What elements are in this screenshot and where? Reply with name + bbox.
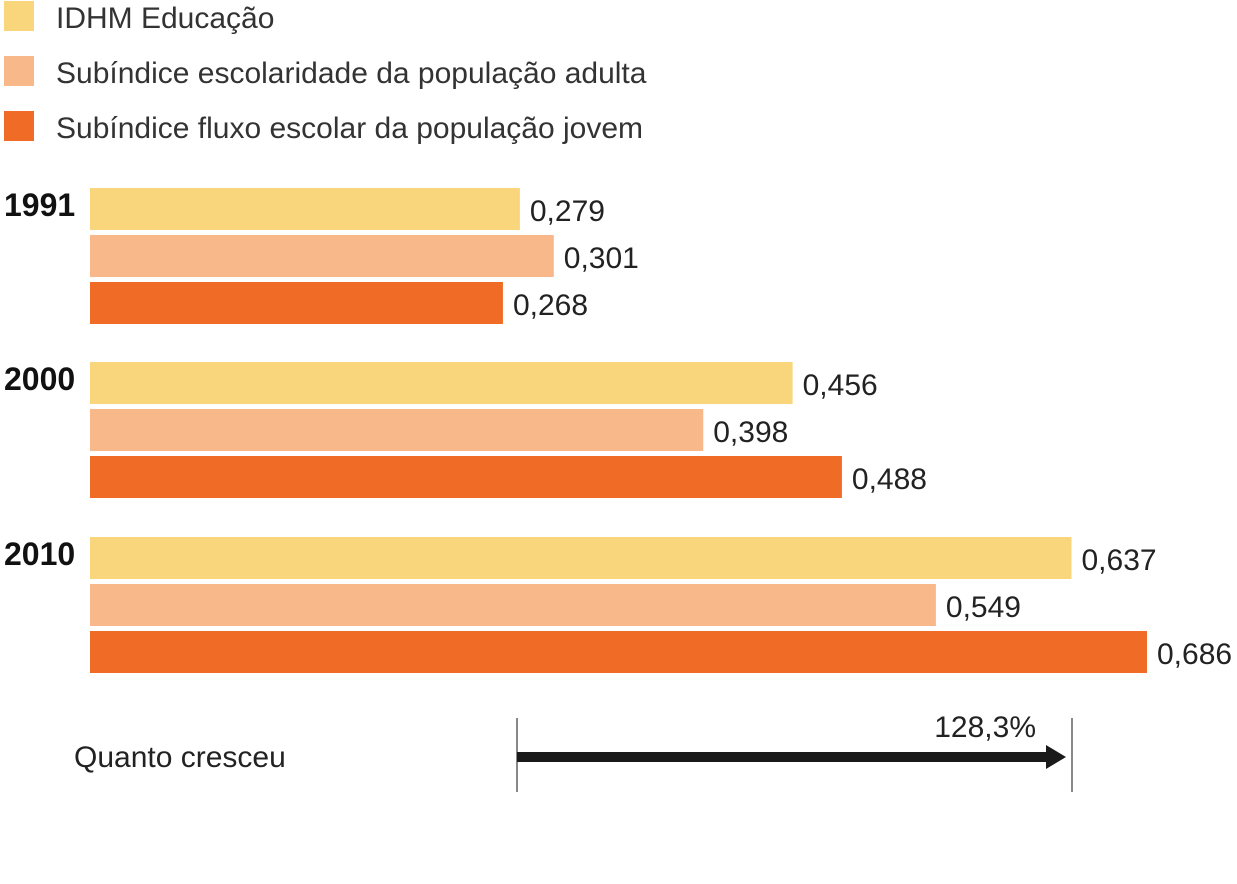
data-label-1991-series-1: 0,279: [530, 195, 605, 228]
legend-swatch-2: [4, 56, 34, 86]
legend-label-1: IDHM Educação: [56, 2, 274, 35]
bar-2010-series-3: [90, 631, 1147, 673]
year-label-2010: 2010: [4, 536, 75, 572]
bar-2000-series-1: [90, 362, 793, 404]
data-label-2000-series-2: 0,398: [713, 416, 788, 449]
data-label-2010-series-2: 0,549: [946, 591, 1021, 624]
bar-2000-series-3: [90, 456, 842, 498]
legend-swatch-1: [4, 1, 34, 31]
legend-label-3: Subíndice fluxo escolar da população jov…: [56, 112, 643, 145]
data-label-1991-series-2: 0,301: [564, 242, 639, 275]
data-label-2010-series-1: 0,637: [1082, 544, 1157, 577]
data-label-1991-series-3: 0,268: [513, 289, 588, 322]
bar-2010-series-1: [90, 537, 1072, 579]
legend-swatch-3: [4, 111, 34, 141]
legend-label-2: Subíndice escolaridade da população adul…: [56, 57, 647, 90]
data-label-2000-series-1: 0,456: [803, 369, 878, 402]
growth-arrow-shaft: [517, 752, 1048, 762]
growth-label: Quanto cresceu: [74, 741, 286, 774]
growth-value: 128,3%: [934, 711, 1036, 744]
year-label-1991: 1991: [4, 187, 75, 223]
data-label-2000-series-3: 0,488: [852, 463, 927, 496]
bar-2000-series-2: [90, 409, 704, 451]
year-label-2000: 2000: [4, 361, 75, 397]
bar-1991-series-3: [90, 282, 503, 324]
growth-arrow-head: [1046, 745, 1066, 769]
data-label-2010-series-3: 0,686: [1157, 638, 1232, 671]
bar-1991-series-2: [90, 235, 554, 277]
bar-2010-series-2: [90, 584, 936, 626]
bar-1991-series-1: [90, 188, 520, 230]
